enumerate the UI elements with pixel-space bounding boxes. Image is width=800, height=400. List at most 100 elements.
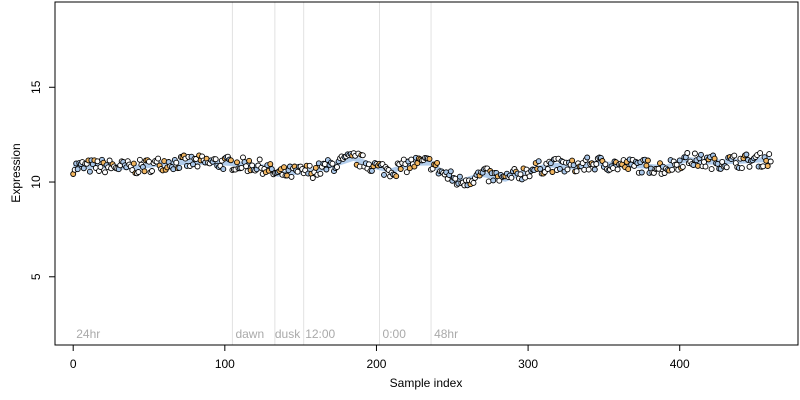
data-point (403, 169, 410, 176)
data-point (456, 173, 463, 180)
x-axis: 0 100 200 300 400 (70, 344, 690, 371)
data-points (70, 150, 774, 189)
data-point (155, 155, 162, 162)
data-point (644, 157, 651, 164)
data-point (708, 166, 715, 173)
data-point (234, 159, 240, 166)
data-point (397, 166, 404, 172)
data-point (591, 166, 598, 173)
data-point (312, 164, 319, 171)
y-tick-label: 15 (29, 80, 43, 94)
x-axis-title: Sample index (390, 376, 463, 390)
data-point (698, 151, 704, 158)
data-point (334, 164, 340, 171)
data-point (679, 163, 686, 170)
data-point (490, 177, 497, 184)
data-point (625, 166, 632, 173)
annotations: 24hr dawn dusk 12:00 0:00 48hr (76, 327, 458, 341)
data-point (602, 161, 609, 168)
data-point (702, 163, 709, 170)
data-point (426, 155, 433, 162)
data-point (294, 168, 301, 175)
data-point (317, 170, 324, 177)
data-point (256, 156, 263, 163)
data-point (564, 166, 571, 173)
time-annotation: 12:00 (305, 327, 335, 341)
data-point (194, 163, 201, 170)
data-point (323, 166, 330, 173)
data-point (176, 164, 183, 171)
data-point (141, 168, 148, 175)
y-axis-title: Expression (9, 143, 23, 202)
data-point (393, 173, 400, 180)
x-tick-label: 400 (670, 357, 690, 371)
data-point (669, 166, 676, 173)
data-point (368, 167, 375, 174)
data-point (585, 166, 592, 173)
data-point (130, 160, 137, 167)
data-point (240, 154, 246, 161)
data-point (517, 171, 524, 178)
data-point (359, 152, 366, 159)
data-point (556, 165, 563, 172)
data-point (544, 166, 551, 172)
data-point (190, 161, 196, 168)
data-point (767, 158, 774, 165)
data-point (102, 169, 108, 176)
data-point (212, 156, 219, 163)
data-point (746, 163, 753, 170)
data-point (638, 169, 645, 176)
data-point (268, 166, 275, 173)
data-point (288, 173, 295, 180)
data-point (757, 150, 764, 157)
data-point (106, 157, 113, 164)
data-point (86, 168, 93, 175)
time-annotation: 24hr (76, 327, 100, 341)
plot-frame (54, 1, 799, 346)
data-point (434, 159, 441, 166)
data-point (764, 163, 771, 170)
data-point (149, 168, 155, 174)
data-point (173, 159, 180, 166)
data-point (547, 160, 554, 167)
x-tick-label: 300 (518, 357, 538, 371)
data-point (573, 168, 580, 175)
data-point (723, 164, 730, 171)
data-point (614, 166, 621, 173)
data-point (711, 155, 718, 162)
data-point (526, 173, 533, 180)
data-point (691, 150, 698, 157)
time-annotation: dusk (275, 327, 301, 341)
data-point (306, 162, 313, 169)
data-point (447, 168, 454, 175)
data-point (593, 161, 600, 167)
data-point (243, 163, 250, 170)
x-tick-label: 200 (366, 357, 386, 371)
data-point (220, 166, 227, 173)
data-point (643, 162, 650, 169)
data-point (738, 165, 745, 172)
y-tick-label: 10 (29, 175, 43, 189)
data-point (676, 157, 683, 164)
data-point (584, 154, 591, 161)
time-annotation: 0:00 (383, 327, 407, 341)
data-point (496, 177, 503, 184)
data-point (381, 171, 387, 178)
data-point (535, 158, 542, 165)
data-point (246, 157, 253, 164)
data-point (329, 160, 336, 167)
y-tick-label: 5 (29, 273, 43, 280)
data-point (766, 151, 773, 158)
data-point (97, 164, 104, 170)
data-point (743, 151, 750, 158)
data-point (267, 161, 274, 168)
time-annotation: 48hr (434, 327, 458, 341)
data-point (135, 169, 142, 175)
data-point (508, 174, 515, 181)
data-point (227, 157, 234, 164)
x-tick-label: 0 (70, 357, 77, 371)
data-point (281, 164, 287, 171)
y-axis: 5 10 15 (29, 80, 55, 280)
data-point (136, 156, 143, 163)
